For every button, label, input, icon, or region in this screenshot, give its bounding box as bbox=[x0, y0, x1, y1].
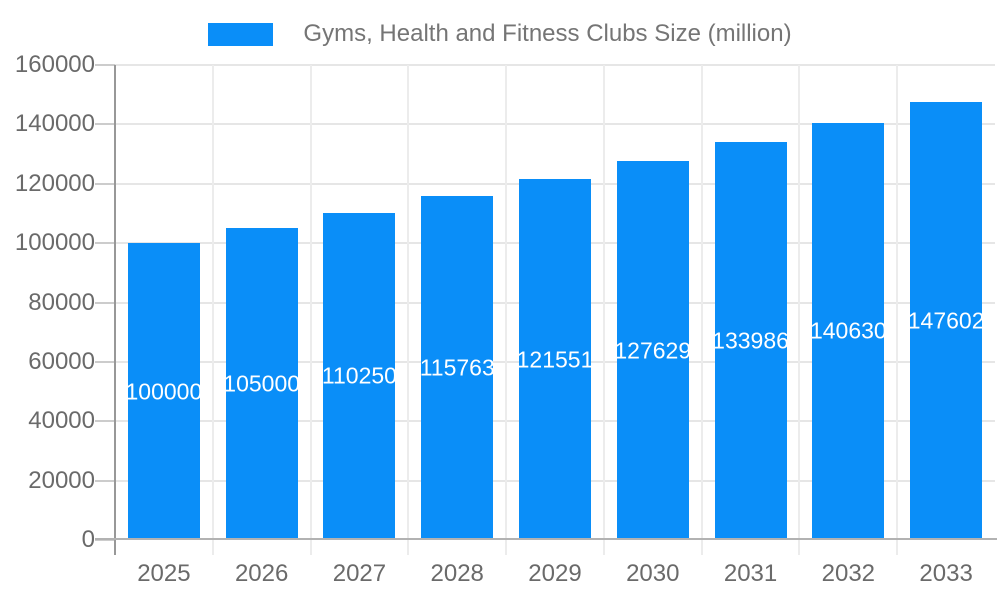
gridline-vertical bbox=[309, 65, 312, 555]
bar[interactable]: 105000 bbox=[225, 228, 298, 540]
y-axis-tick bbox=[95, 182, 115, 185]
gridline-horizontal bbox=[115, 64, 995, 66]
gridline-horizontal bbox=[115, 123, 995, 126]
y-axis-label: 160000 bbox=[14, 51, 95, 78]
x-axis-label: 2033 bbox=[919, 560, 973, 587]
y-axis-label: 20000 bbox=[28, 466, 95, 494]
bar[interactable]: 100000 bbox=[127, 243, 200, 540]
x-axis-label: 2030 bbox=[626, 560, 680, 587]
y-axis-tick bbox=[95, 420, 115, 423]
plot-area: 100000 105000 110250 115763 121551 127629 1339… bbox=[115, 64, 995, 555]
bar[interactable]: 110250 bbox=[323, 212, 396, 540]
legend-swatch[interactable] bbox=[208, 22, 274, 46]
y-axis-label: 120000 bbox=[14, 169, 95, 197]
x-axis-label: 2026 bbox=[234, 560, 289, 587]
gridline-vertical bbox=[700, 65, 703, 555]
bar-value-label: 115763 bbox=[421, 354, 494, 381]
legend[interactable]: Gyms, Health and Fitness Clubs Size (mil… bbox=[0, 20, 1000, 48]
x-axis-label: 2032 bbox=[821, 560, 876, 587]
gridline-vertical bbox=[505, 65, 508, 555]
y-axis-label: 140000 bbox=[14, 110, 95, 138]
y-axis-line bbox=[114, 65, 116, 555]
y-axis-label: 60000 bbox=[28, 347, 95, 375]
y-axis-tick bbox=[95, 539, 115, 541]
bar[interactable]: 127629 bbox=[616, 161, 689, 540]
bar-value-label: 127629 bbox=[616, 337, 689, 364]
gridline-vertical bbox=[798, 65, 801, 555]
bar[interactable]: 140630 bbox=[812, 122, 885, 540]
gridline-vertical bbox=[896, 65, 899, 555]
x-axis-label: 2029 bbox=[528, 560, 582, 587]
x-axis-label: 2027 bbox=[332, 560, 387, 587]
legend-label: Gyms, Health and Fitness Clubs Size (mil… bbox=[303, 20, 792, 47]
bar-value-label: 133986 bbox=[714, 327, 787, 354]
gridline-vertical bbox=[407, 65, 410, 555]
bar[interactable]: 121551 bbox=[519, 179, 591, 540]
bar[interactable]: 115763 bbox=[421, 196, 494, 540]
x-axis-label: 2028 bbox=[430, 560, 484, 587]
bar-value-label: 100000 bbox=[127, 378, 200, 405]
y-axis-tick bbox=[95, 479, 115, 482]
y-axis-tick bbox=[95, 301, 115, 304]
gridline-vertical bbox=[602, 65, 605, 555]
bar-value-label: 147602 bbox=[910, 307, 983, 334]
x-axis-line bbox=[95, 538, 997, 540]
y-axis-label: 100000 bbox=[14, 229, 95, 257]
bar-value-label: 121551 bbox=[519, 346, 591, 373]
x-axis-label: 2025 bbox=[137, 560, 191, 587]
y-axis-label: 80000 bbox=[28, 288, 95, 316]
y-axis-label: 40000 bbox=[28, 407, 95, 435]
bar[interactable]: 133986 bbox=[714, 142, 787, 540]
gridline-vertical bbox=[211, 65, 214, 555]
y-axis-tick bbox=[95, 64, 115, 66]
bar[interactable]: 147602 bbox=[910, 101, 983, 540]
y-axis-tick bbox=[95, 360, 115, 363]
y-axis-tick bbox=[95, 242, 115, 245]
y-axis-tick bbox=[95, 123, 115, 126]
bar-value-label: 110250 bbox=[323, 362, 396, 389]
bar-value-label: 140630 bbox=[812, 317, 885, 344]
bar-value-label: 105000 bbox=[225, 370, 298, 397]
x-axis-label: 2031 bbox=[723, 560, 778, 587]
y-axis-label: 0 bbox=[81, 526, 95, 553]
